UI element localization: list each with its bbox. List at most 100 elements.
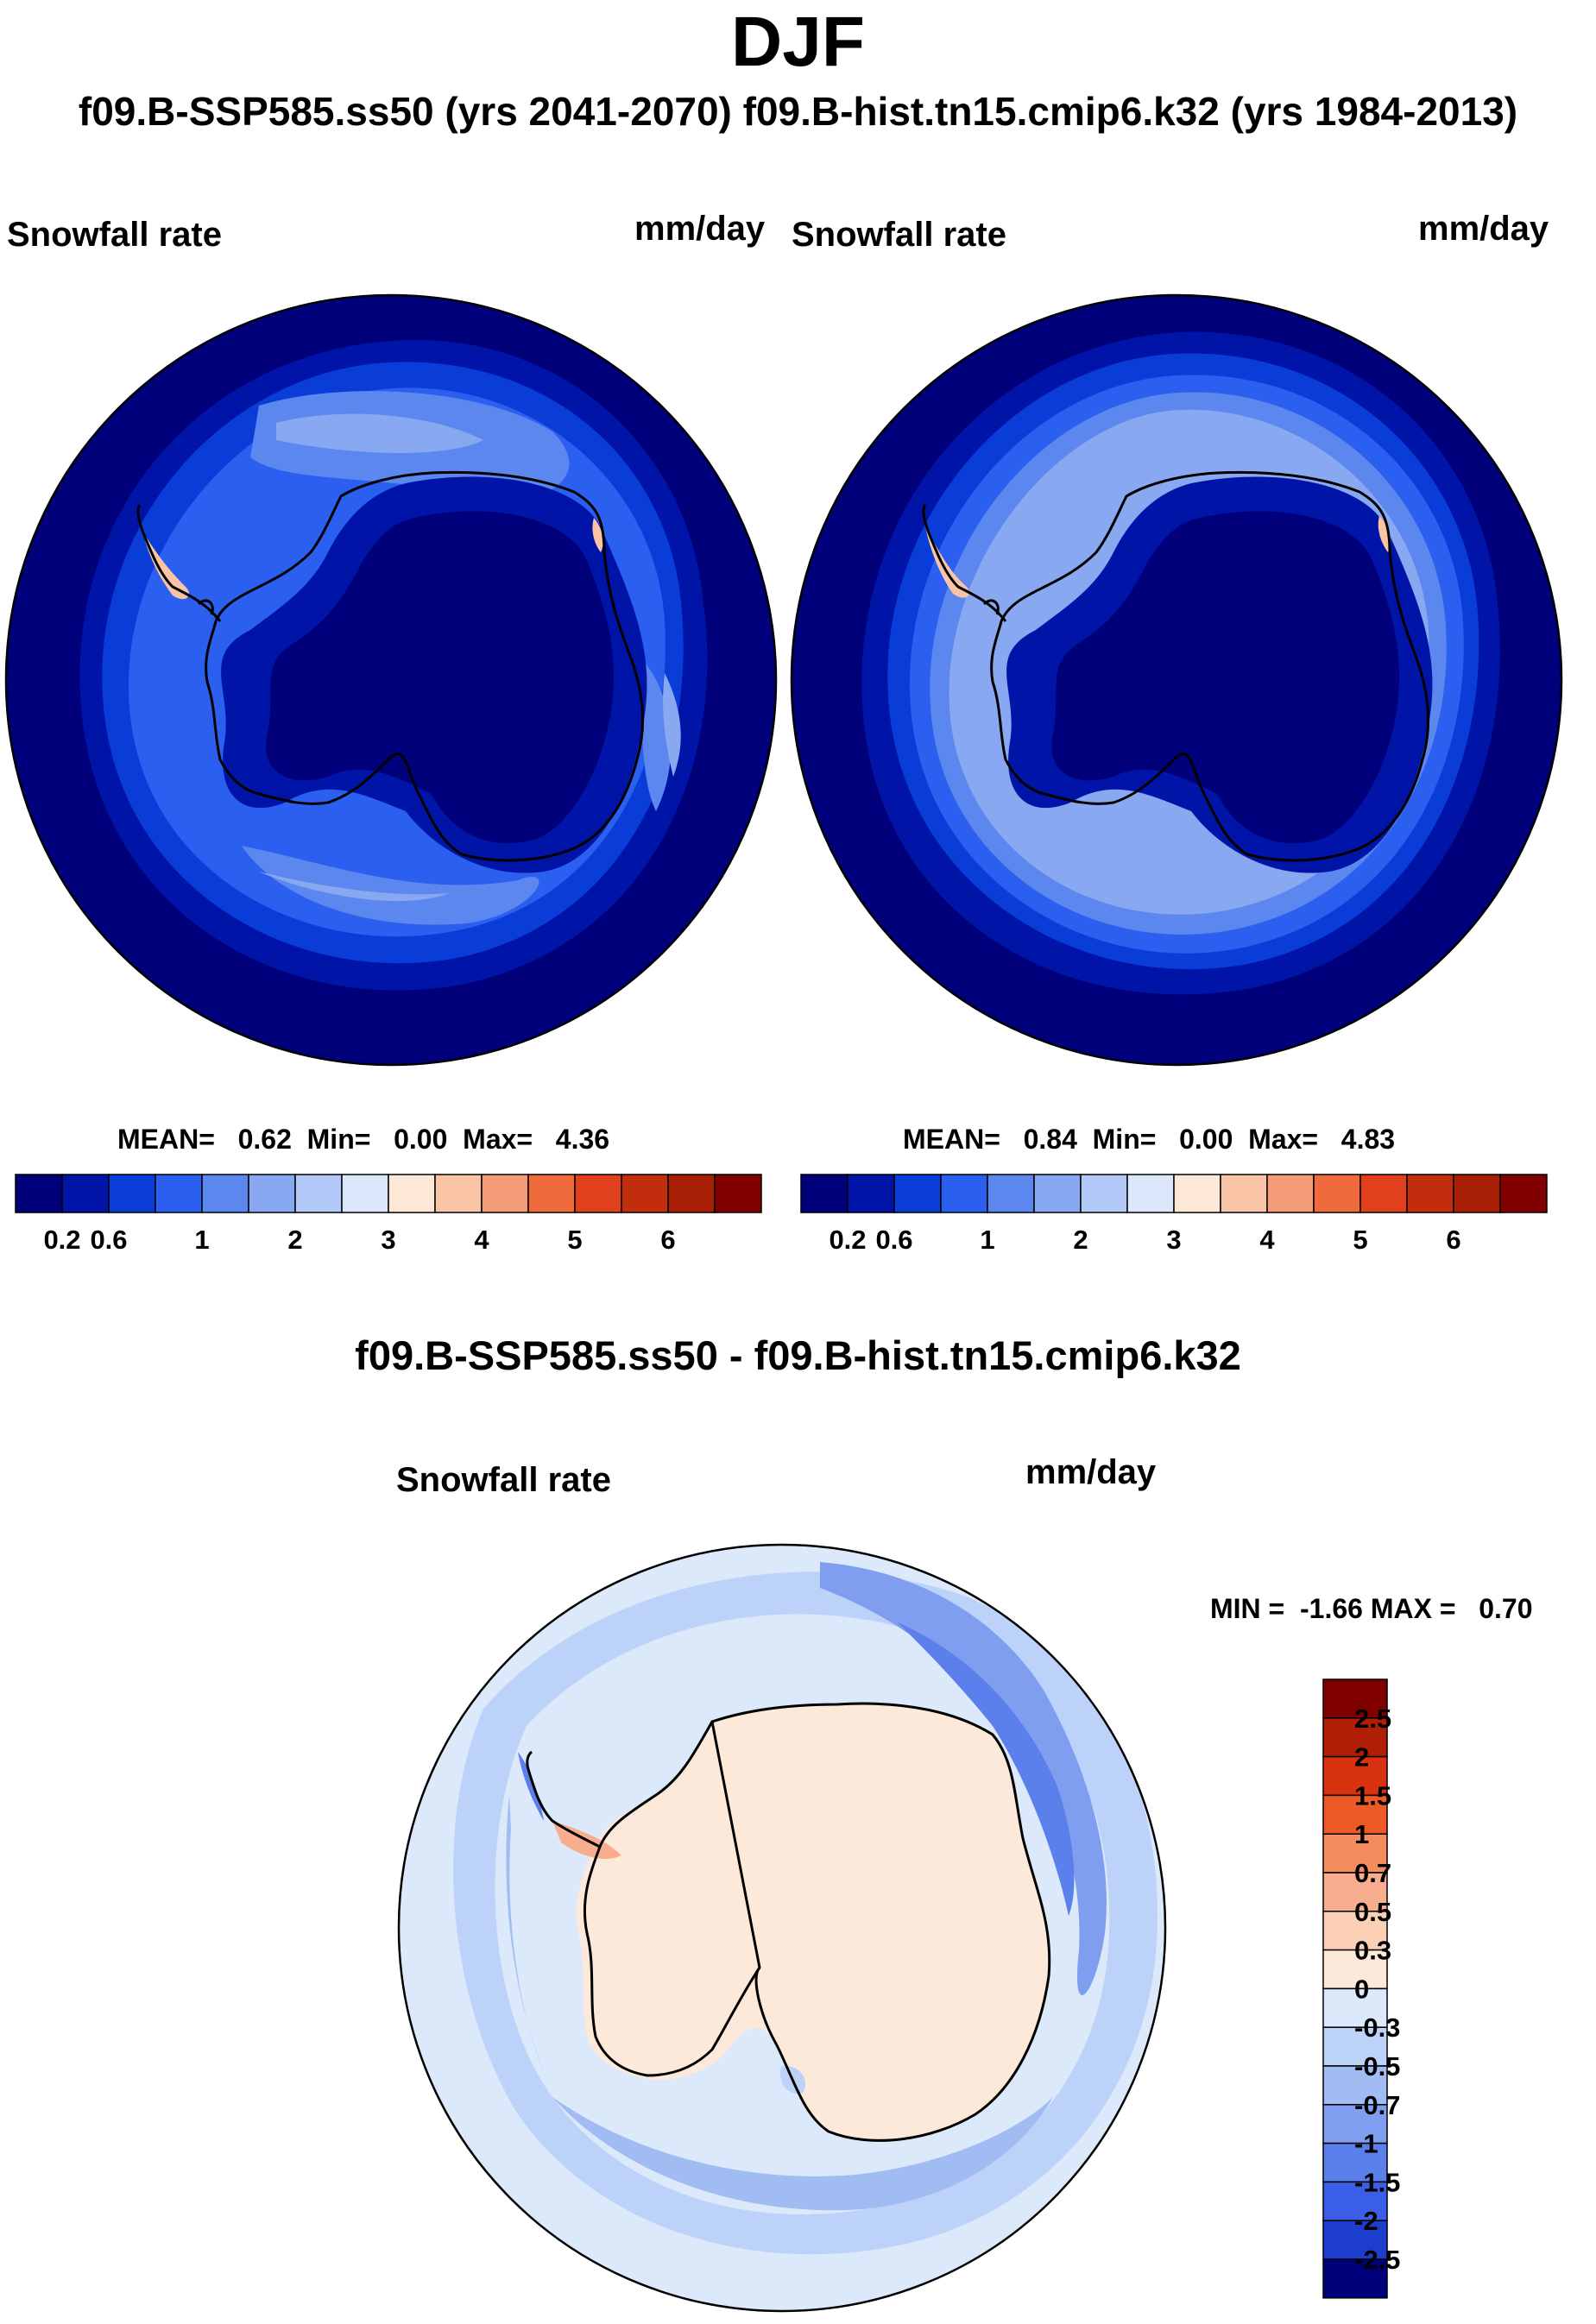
diff-colorbar-tick-label: 0.7 (1354, 1858, 1391, 1888)
diff-peninsula-coastline (526, 1750, 601, 1848)
panel2-colorbar-box (847, 1174, 895, 1213)
diff-variable-label: Snowfall rate (396, 1461, 611, 1499)
diff-negative-band-west (506, 1795, 544, 2071)
panel1-colorbar-box (61, 1174, 110, 1213)
panel1-colorbar-box (248, 1174, 296, 1213)
main-title: DJF (731, 3, 865, 81)
diff-colorbar-box (1322, 1678, 1388, 1719)
panel1-ocean-band-4 (242, 391, 672, 925)
panel2-colorbar-tick-label: 3 (1166, 1225, 1181, 1255)
panel1-colorbar-box (108, 1174, 156, 1213)
panel2-colorbar-tick-label: 0.2 (829, 1225, 866, 1255)
panel2-colorbar-tick-label: 2 (1073, 1225, 1088, 1255)
diff-colorbar-tick-label: -0.3 (1354, 2012, 1400, 2043)
panel2-colorbar-tick-label: 4 (1259, 1225, 1275, 1255)
panel1-colorbar-tick-label: 0.2 (43, 1225, 80, 1255)
panel2-colorbar-box (1080, 1174, 1128, 1213)
diff-negative-band-south (552, 2097, 1053, 2211)
panel1-map (6, 295, 776, 1065)
panel1-colorbar-tick-label: 2 (287, 1225, 302, 1255)
panel1-colorbar-tick-label: 0.6 (90, 1225, 127, 1255)
diff-antarctica-positive (576, 1704, 1050, 2141)
diff-colorbar-box (1322, 1794, 1388, 1835)
diff-colorbar-tick-label: -0.5 (1354, 2051, 1400, 2082)
panel2-colorbar: 0.2 0.6 1 2 3 4 5 6 (800, 1174, 1548, 1255)
panel2-colorbar-box (987, 1174, 1035, 1213)
panel2-variable-label: Snowfall rate (792, 216, 1006, 254)
panel1-colorbar-tick-label: 4 (474, 1225, 489, 1255)
panel1-colorbar-box (434, 1174, 483, 1213)
subtitle: f09.B-SSP585.ss50 (yrs 2041-2070) f09.B-… (78, 89, 1518, 134)
diff-colorbar-tick-label: -0.7 (1354, 2090, 1400, 2120)
diff-colorbar-tick-label: 2 (1354, 1742, 1369, 1773)
difference-map (399, 1545, 1165, 2311)
panel1-peninsula-high (142, 531, 190, 600)
panel2-antarctica-interior (1051, 511, 1399, 844)
panel1-colorbar-box (527, 1174, 576, 1213)
diff-colorbar-box (1322, 1872, 1388, 1912)
panel2-colorbar-box (800, 1174, 848, 1213)
panel1-colorbar-box (294, 1174, 343, 1213)
panel2-colorbar-box (1313, 1174, 1361, 1213)
panel2-colorbar-tick-label: 0.6 (875, 1225, 912, 1255)
panel1-colorbar-box (621, 1174, 669, 1213)
diff-negative-core-east (898, 1622, 1075, 1916)
panel1-colorbar-tick-label: 5 (567, 1225, 582, 1255)
panel2-peninsula-coastline (922, 504, 1007, 622)
panel1-antarctica-interior (266, 511, 614, 844)
diff-minmax: MIN = -1.66 MAX = 0.70 (1210, 1593, 1533, 1624)
panel1-map-border (4, 293, 778, 1067)
panel1-colorbar-box (201, 1174, 249, 1213)
panel1-colorbar-box (15, 1174, 63, 1213)
panel1-variable-label: Snowfall rate (7, 216, 222, 254)
panel1-colorbar-tick-label: 1 (194, 1225, 209, 1255)
panel1-colorbar-box (714, 1174, 762, 1213)
diff-peninsula-negative (518, 1752, 544, 1821)
panel2-colorbar-box (1173, 1174, 1221, 1213)
panel1-antarctica-coastline (205, 470, 645, 862)
diff-units-label: mm/day (1025, 1453, 1157, 1491)
diff-colorbar-box (1322, 1833, 1388, 1874)
panel1-colorbar-box (574, 1174, 622, 1213)
panel1-colorbar-tick-label: 6 (660, 1225, 675, 1255)
panel1-units-label: mm/day (634, 210, 766, 248)
panel2-colorbar-tick-label: 5 (1353, 1225, 1367, 1255)
panel2-colorbar-box (893, 1174, 942, 1213)
panel2-antarctica-coastline (990, 470, 1430, 862)
panel1-colorbar-box (388, 1174, 436, 1213)
diff-colorbar-box (1322, 1717, 1388, 1758)
panel1-east-coast-high (592, 518, 603, 552)
panel2-peninsula-high (925, 526, 969, 598)
diff-colorbar-tick-label: 0.3 (1354, 1936, 1391, 1966)
diff-colorbar-box (1322, 2026, 1388, 2067)
diff-colorbar-tick-label: 2.5 (1354, 1704, 1391, 1734)
panel1-peninsula-coastline (136, 504, 222, 622)
panel2-map-border (790, 293, 1563, 1067)
panel2-units-label: mm/day (1418, 210, 1549, 248)
diff-colorbar-tick-label: -1.5 (1354, 2167, 1400, 2197)
diff-antarctica-coastline (583, 1702, 1051, 2142)
panel2-stats: MEAN= 0.84 Min= 0.00 Max= 4.83 (903, 1124, 1396, 1155)
diff-colorbar-tick-label: 1 (1354, 1819, 1369, 1849)
panel2-colorbar-box (1266, 1174, 1315, 1213)
panel1-colorbar: 0.2 0.6 1 2 3 4 5 6 (15, 1174, 762, 1255)
panel2-colorbar-box (1126, 1174, 1175, 1213)
diff-colorbar-tick-label: -1 (1354, 2129, 1378, 2159)
panel2-colorbar-tick-label: 1 (980, 1225, 994, 1255)
panel1-stats: MEAN= 0.62 Min= 0.00 Max= 4.36 (117, 1124, 610, 1155)
panel2-colorbar-box (1406, 1174, 1454, 1213)
panel1-colorbar-tick-label: 3 (381, 1225, 395, 1255)
diff-colorbar-tick-label: -2.5 (1354, 2245, 1400, 2275)
panel1-colorbar-box (667, 1174, 716, 1213)
panel2-colorbar-box (940, 1174, 988, 1213)
panel2-colorbar-box (1220, 1174, 1268, 1213)
panel2-colorbar-box (1033, 1174, 1082, 1213)
diff-colorbar-box (1322, 2258, 1388, 2299)
diff-colorbar-tick-label: -2 (1354, 2206, 1378, 2236)
diff-colorbar-tick-label: 1.5 (1354, 1780, 1391, 1811)
panel2-east-coast-high (1378, 516, 1391, 552)
diff-colorbar-box (1322, 1949, 1388, 1990)
panel2-map (792, 295, 1561, 1065)
panel2-colorbar-tick-label: 6 (1446, 1225, 1460, 1255)
